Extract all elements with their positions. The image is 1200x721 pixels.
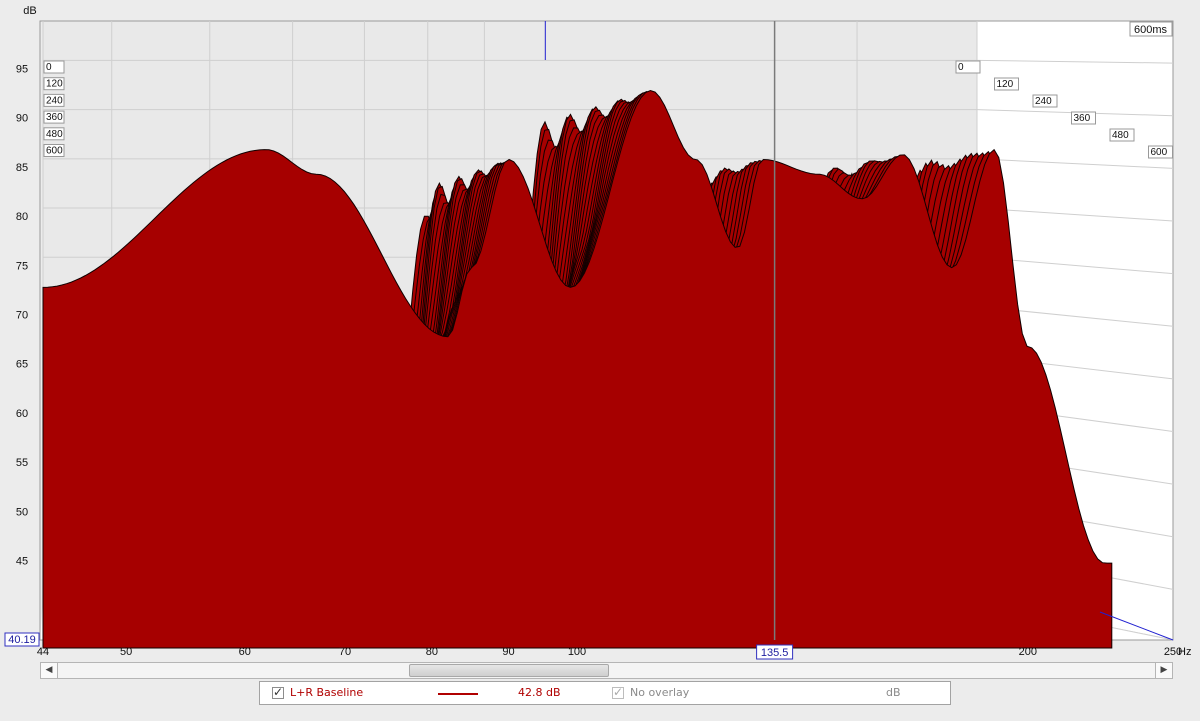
- time-tick-right: 120: [997, 79, 1014, 90]
- time-tick-left: 120: [46, 79, 63, 90]
- y-tick-label: 45: [16, 556, 28, 568]
- time-tick-right: 240: [1035, 96, 1052, 107]
- x-tick-label: 60: [239, 646, 251, 658]
- time-tick-right: 600: [1151, 147, 1168, 158]
- time-tick-box-right: [1109, 128, 1135, 142]
- y-tick-label: 65: [16, 359, 28, 371]
- time-tick-right: 480: [1112, 130, 1129, 141]
- time-tick-box-left: [43, 60, 65, 74]
- x-axis-unit: Hz: [1178, 646, 1191, 658]
- y-tick-label: 60: [16, 408, 28, 420]
- time-tick-box-left: [43, 93, 65, 107]
- series-label: L+R Baseline: [290, 686, 364, 699]
- y-axis-label: dB: [23, 5, 36, 17]
- x-tick-label: 100: [568, 646, 586, 658]
- y-tick-label: 95: [16, 63, 28, 75]
- x-tick-label: 50: [120, 646, 132, 658]
- slice-layer: [42, 89, 1113, 649]
- x-tick-label: 250: [1164, 646, 1182, 658]
- time-tick-box-left: [43, 77, 65, 91]
- legend-bar: ✓ L+R Baseline 42.8 dB ✓ No overlay dB: [259, 681, 951, 705]
- y-tick-label: 50: [16, 506, 28, 518]
- y-floor-box: [4, 632, 40, 647]
- grid-line-db-side: [976, 158, 1174, 169]
- x-tick-label: 90: [502, 646, 514, 658]
- y-tick-label: 75: [16, 260, 28, 272]
- floor-marker-line: [1099, 611, 1174, 641]
- time-tick-box-left: [43, 110, 65, 124]
- time-tick-box-right: [955, 60, 981, 74]
- time-tick-left: 480: [46, 129, 63, 140]
- y-tick-label: 80: [16, 211, 28, 223]
- y-tick-label: 55: [16, 457, 28, 469]
- time-tick-box-right: [994, 77, 1019, 91]
- y-floor-value: 40.19: [8, 634, 36, 646]
- cursor-value: 135.5: [761, 647, 789, 659]
- horizontal-scrollbar[interactable]: ◀ ▶: [40, 662, 1173, 679]
- overlay-label: No overlay: [630, 686, 690, 699]
- series-value: 42.8 dB: [518, 686, 561, 699]
- time-tick-left: 600: [46, 146, 63, 157]
- scroll-thumb[interactable]: [409, 664, 609, 677]
- cursor-value-box: [756, 644, 794, 660]
- time-tick-right: 0: [958, 62, 964, 73]
- series-checkbox[interactable]: ✓: [272, 685, 284, 699]
- grid-line-db-side: [976, 207, 1174, 222]
- time-tick-right: 360: [1074, 113, 1091, 124]
- time-max-label: 600ms: [1134, 24, 1168, 36]
- x-tick-label: 80: [426, 646, 438, 658]
- time-tick-box-left: [43, 144, 65, 157]
- y-tick-label: 70: [16, 310, 28, 322]
- overlay-unit: dB: [886, 686, 901, 699]
- grid-line-db-side: [976, 59, 1174, 64]
- scroll-right-arrow[interactable]: ▶: [1155, 663, 1172, 678]
- time-tick-box-right: [1032, 94, 1058, 108]
- overlay-layer: [544, 21, 1174, 641]
- waterfall-slice: [42, 89, 1113, 649]
- time-tick-box-left: [43, 127, 65, 141]
- time-tick-box-right: [1071, 111, 1096, 125]
- x-tick-label: 200: [1019, 646, 1037, 658]
- x-tick-label: 44: [37, 646, 49, 658]
- y-tick-label: 85: [16, 162, 28, 174]
- time-tick-box-right: [1148, 145, 1173, 159]
- x-tick-label: 70: [339, 646, 351, 658]
- time-tick-left: 0: [46, 62, 52, 73]
- time-tick-left: 360: [46, 112, 63, 123]
- time-max-box: [1129, 21, 1173, 37]
- overlay-checkbox[interactable]: ✓: [612, 685, 624, 699]
- time-tick-left: 240: [46, 95, 63, 106]
- scroll-left-arrow[interactable]: ◀: [41, 663, 58, 678]
- y-tick-label: 90: [16, 113, 28, 125]
- series-line-swatch: [438, 693, 478, 695]
